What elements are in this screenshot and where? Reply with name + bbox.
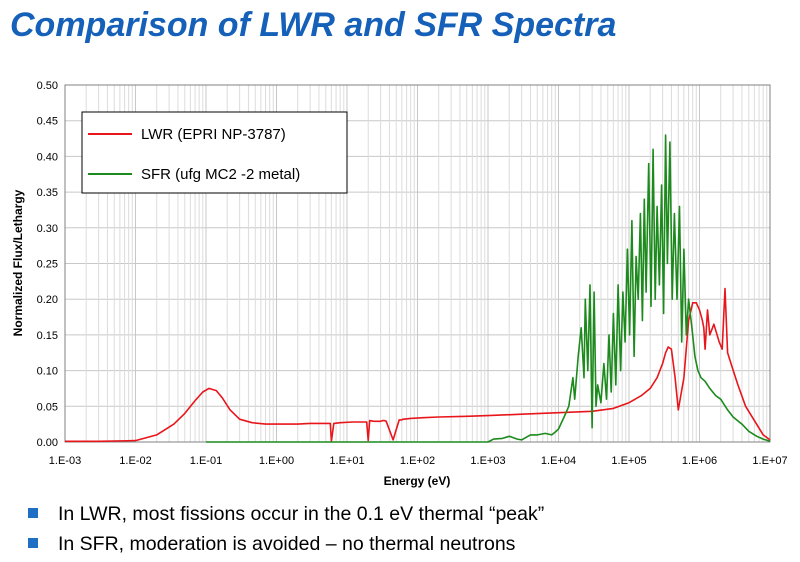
x-tick-label: 1.E-03: [49, 455, 81, 467]
x-tick-label: 1.E+06: [682, 455, 717, 467]
x-tick-label: 1.E-01: [190, 455, 222, 467]
series-layer: [65, 134, 771, 443]
bullet-item: In LWR, most fissions occur in the 0.1 e…: [28, 502, 544, 532]
legend-label-lwr: LWR (EPRI NP-3787): [141, 126, 286, 143]
x-tick-label: 1.E+02: [400, 455, 435, 467]
y-tick-label: 0.00: [37, 437, 58, 449]
x-tick-label: 1.E+01: [329, 455, 364, 467]
y-tick-label: 0.25: [37, 259, 58, 271]
bullet-text: In SFR, moderation is avoided – no therm…: [58, 533, 516, 555]
bullet-item: In SFR, moderation is avoided – no therm…: [28, 532, 544, 562]
x-axis-label: Energy (eV): [384, 474, 451, 488]
x-tick-label: 1.E+00: [259, 455, 294, 467]
legend: LWR (EPRI NP-3787) SFR (ufg MC2 -2 metal…: [81, 111, 348, 194]
y-tick-label: 0.35: [37, 187, 58, 199]
legend-label-sfr: SFR (ufg MC2 -2 metal): [141, 166, 300, 183]
x-tick-label: 1.E+03: [470, 455, 505, 467]
x-tick-label: 1.E+07: [752, 455, 787, 467]
flux-spectrum-chart: 0.00 0.05 0.10 0.15 0.20 0.25 0.30 0.35 0.40 0.45…: [11, 80, 788, 488]
x-tick-label: 1.E+05: [611, 455, 646, 467]
x-tick-label: 1.E-02: [119, 455, 151, 467]
y-tick-label: 0.50: [37, 80, 58, 92]
square-bullet-icon: [28, 508, 38, 518]
square-bullet-icon: [28, 538, 38, 548]
y-axis-label: Normalized Flux/Lethargy: [11, 189, 25, 336]
bullet-text: In LWR, most fissions occur in the 0.1 e…: [58, 503, 545, 525]
x-tick-label: 1.E+04: [541, 455, 576, 467]
slide-title: Comparison of LWR and SFR Spectra: [10, 6, 617, 44]
legend-box: [81, 111, 348, 194]
y-tick-label: 0.40: [37, 151, 58, 163]
y-tick-label: 0.15: [37, 330, 58, 342]
y-tick-label: 0.45: [37, 116, 58, 128]
y-tick-label: 0.20: [37, 294, 58, 306]
series-line-sfr: [206, 134, 771, 443]
tick-labels: 0.00 0.05 0.10 0.15 0.20 0.25 0.30 0.35 0.40 0.45…: [37, 80, 788, 467]
y-tick-label: 0.05: [37, 401, 58, 413]
y-tick-label: 0.10: [37, 366, 58, 378]
y-tick-label: 0.30: [37, 223, 58, 235]
series-line-lwr: [65, 287, 771, 443]
bullet-list: In LWR, most fissions occur in the 0.1 e…: [28, 502, 544, 562]
